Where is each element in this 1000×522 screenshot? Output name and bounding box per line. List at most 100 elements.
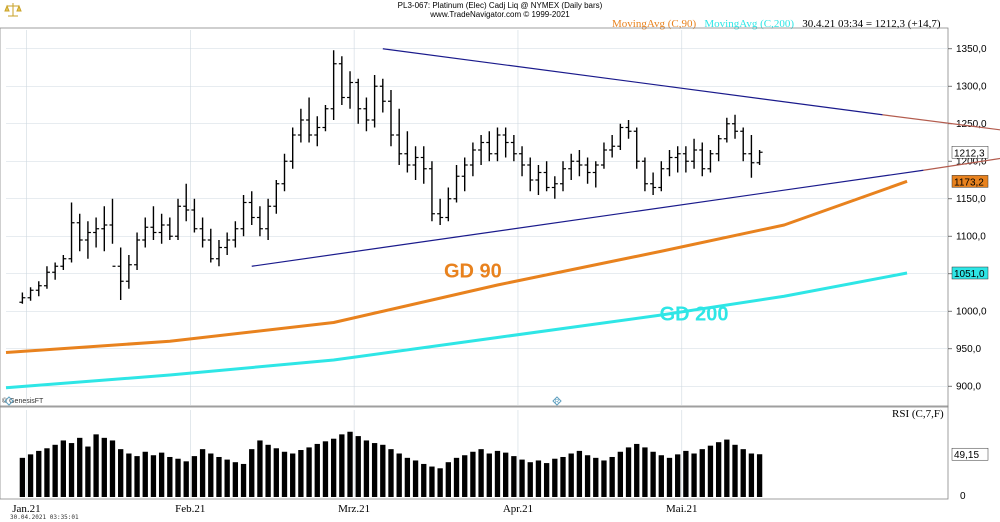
rsi-bar bbox=[191, 456, 198, 497]
x-tick-label: Jan.21 bbox=[12, 503, 40, 515]
rsi-bar bbox=[109, 440, 116, 497]
rsi-bar bbox=[93, 434, 99, 497]
rsi-bar bbox=[36, 450, 42, 497]
rsi-bar bbox=[552, 458, 558, 497]
rsi-bar bbox=[273, 448, 279, 497]
rsi-bar bbox=[142, 451, 148, 497]
rsi-bar bbox=[634, 443, 640, 497]
rsi-bar bbox=[380, 444, 386, 497]
footer-timestamp: 30.04.2021 03:35:01 bbox=[10, 514, 79, 521]
rsi-bar bbox=[715, 442, 722, 497]
trendline-upper bbox=[382, 48, 883, 116]
rsi-bar bbox=[150, 455, 157, 497]
y-tick-label: 900,0 bbox=[956, 381, 981, 392]
rsi-tick-label: 0 bbox=[960, 491, 966, 502]
last-price-tag: 1212,3 bbox=[954, 148, 985, 159]
copyright: www.TradeNavigator.com © 1999-2021 bbox=[430, 10, 570, 19]
rsi-bar bbox=[216, 456, 222, 497]
rsi-bar bbox=[224, 459, 230, 497]
rsi-bar bbox=[298, 450, 304, 497]
ma200-price-tag-bg bbox=[951, 266, 989, 280]
rsi-bar bbox=[77, 437, 83, 497]
rsi-bar bbox=[183, 461, 189, 497]
rsi-bar bbox=[683, 450, 689, 497]
rsi-bar bbox=[249, 449, 255, 497]
ma200-price-tag: 1051,0 bbox=[954, 269, 985, 280]
rsi-bar bbox=[601, 460, 607, 497]
rsi-bar bbox=[404, 457, 411, 497]
rsi-bar bbox=[421, 463, 427, 497]
rsi-bar bbox=[208, 453, 214, 497]
rsi-bar bbox=[740, 449, 746, 497]
rsi-bar bbox=[27, 454, 34, 497]
rsi-bar bbox=[666, 457, 673, 497]
trendline-lower-extension bbox=[923, 157, 1000, 171]
last-price-tag-bg bbox=[951, 146, 989, 159]
rsi-bar bbox=[568, 453, 574, 497]
rsi-bar bbox=[584, 455, 591, 497]
rsi-bar bbox=[445, 462, 451, 497]
rsi-bar bbox=[232, 462, 239, 497]
rsi-bar bbox=[609, 456, 615, 497]
annotation-gd200: GD 200 bbox=[660, 303, 729, 325]
rsi-bar bbox=[617, 451, 624, 497]
rsi-last-tag: 49,15 bbox=[954, 450, 979, 461]
trendline-upper-extension bbox=[882, 114, 1000, 131]
rsi-bar bbox=[322, 441, 329, 497]
rsi-bar bbox=[593, 457, 599, 497]
rsi-bar bbox=[527, 462, 533, 497]
y-tick-label: 1200,0 bbox=[956, 156, 987, 167]
rsi-bar bbox=[543, 463, 550, 497]
y-tick-label: 950,0 bbox=[956, 344, 981, 355]
trendline-lower bbox=[251, 169, 924, 267]
rsi-bar bbox=[732, 444, 738, 497]
y-tick-label: 1350,0 bbox=[956, 44, 987, 55]
rsi-bar bbox=[748, 453, 755, 497]
legend: MovingAvg (C,90) MovingAvg (C,200) 30.4.… bbox=[612, 18, 941, 30]
rsi-bar bbox=[330, 438, 337, 497]
rsi-bar bbox=[339, 434, 345, 497]
x-tick-label: Feb.21 bbox=[175, 503, 205, 515]
ma200-line bbox=[5, 271, 908, 390]
x-tick-label: Mai.21 bbox=[666, 503, 697, 515]
rsi-bar bbox=[60, 440, 67, 497]
rsi-bar bbox=[486, 453, 492, 497]
rsi-bar bbox=[134, 456, 140, 497]
date-marker-icon[interactable]: R bbox=[552, 396, 562, 406]
y-tick-label: 1150,0 bbox=[956, 194, 986, 205]
rsi-bar bbox=[371, 443, 378, 497]
rsi-bar bbox=[494, 450, 501, 497]
date-marker-icon[interactable] bbox=[4, 396, 14, 406]
y-tick-label: 1100,0 bbox=[956, 231, 986, 242]
legend-ma90: MovingAvg (C,90) bbox=[612, 18, 697, 30]
genesis-label: © GenesisFT bbox=[2, 398, 44, 405]
rsi-bar bbox=[265, 444, 271, 497]
rsi-bar bbox=[453, 457, 460, 497]
rsi-bar bbox=[650, 451, 656, 497]
rsi-bar bbox=[388, 449, 394, 497]
rsi-bar bbox=[68, 443, 75, 497]
rsi-bar bbox=[535, 460, 542, 497]
price-panel-frame bbox=[0, 27, 949, 408]
rsi-bar bbox=[396, 453, 402, 497]
y-tick-label: 1300,0 bbox=[956, 81, 987, 92]
y-tick-label: 1000,0 bbox=[956, 306, 987, 317]
rsi-bar bbox=[699, 449, 705, 497]
rsi-bar bbox=[707, 445, 714, 497]
rsi-last-tag-bg bbox=[951, 447, 989, 461]
y-tick-label: 1250,0 bbox=[956, 119, 987, 130]
rsi-bar bbox=[519, 459, 525, 497]
svg-text:R: R bbox=[555, 400, 560, 406]
legend-quote: 30.4.21 03:34 = 1212,3 (+14,7) bbox=[802, 18, 941, 30]
rsi-bar bbox=[511, 456, 517, 497]
scales-icon bbox=[4, 3, 22, 17]
rsi-bar bbox=[306, 447, 312, 497]
rsi-bar bbox=[199, 449, 206, 497]
rsi-bar bbox=[724, 439, 730, 497]
rsi-bar bbox=[355, 436, 361, 497]
rsi-bar bbox=[437, 468, 443, 497]
rsi-bar bbox=[158, 452, 165, 497]
rsi-bar bbox=[429, 466, 435, 497]
ma90-line bbox=[5, 179, 908, 354]
